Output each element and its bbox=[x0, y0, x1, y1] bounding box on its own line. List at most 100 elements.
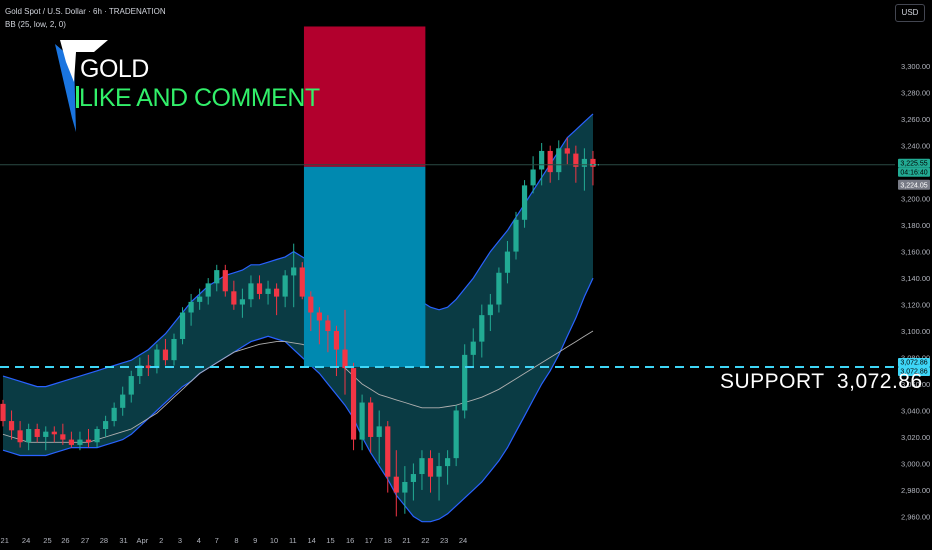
candle-body bbox=[8, 421, 15, 431]
candle bbox=[299, 262, 305, 300]
candle-body bbox=[308, 296, 314, 313]
time-tick-label: 22 bbox=[421, 536, 429, 545]
time-tick-label: 14 bbox=[307, 536, 315, 545]
candle-body bbox=[539, 150, 545, 170]
candle-body bbox=[0, 403, 6, 422]
candle-body bbox=[547, 150, 553, 173]
bb-upper-line bbox=[2, 113, 594, 388]
price-tick-label: 3,180.00 bbox=[901, 221, 930, 230]
time-tick-label: 24 bbox=[22, 536, 30, 545]
price-tick-label: 3,000.00 bbox=[901, 459, 930, 468]
candle-body bbox=[436, 466, 442, 477]
time-tick-label: 7 bbox=[215, 536, 219, 545]
candle-body bbox=[402, 481, 408, 493]
candle-body bbox=[325, 320, 331, 332]
candle-body bbox=[385, 426, 391, 477]
candle-body bbox=[17, 430, 23, 443]
candle bbox=[530, 156, 536, 194]
price-tick-label: 3,140.00 bbox=[901, 274, 930, 283]
price-tick-label: 3,120.00 bbox=[901, 301, 930, 310]
candle-body bbox=[573, 153, 579, 167]
last-price-tag: 3,225.55 bbox=[898, 158, 930, 168]
candle-body bbox=[94, 429, 100, 443]
candle bbox=[256, 275, 263, 300]
candle-body bbox=[427, 458, 434, 477]
time-tick-label: 9 bbox=[253, 536, 257, 545]
candle bbox=[368, 397, 374, 453]
candle bbox=[34, 423, 40, 443]
candle-body bbox=[453, 410, 459, 459]
candle bbox=[496, 267, 502, 313]
candle-body bbox=[445, 458, 451, 467]
currency-button[interactable]: USD bbox=[895, 4, 925, 22]
candle bbox=[265, 280, 271, 305]
candle-body bbox=[350, 368, 357, 440]
candle bbox=[402, 466, 408, 514]
candle bbox=[51, 426, 57, 443]
candle-body bbox=[34, 429, 40, 437]
candle bbox=[385, 421, 391, 493]
price-tick-label: 3,060.00 bbox=[901, 380, 930, 389]
candle-body bbox=[205, 283, 211, 297]
support-tag-a-bg bbox=[898, 357, 930, 367]
candle-body bbox=[410, 474, 416, 482]
time-tick-label: 10 bbox=[270, 536, 278, 545]
time-tick-label: 24 bbox=[459, 536, 467, 545]
target-zone bbox=[303, 26, 426, 167]
support-tag-b: 3,072.86 bbox=[898, 366, 930, 376]
candle-body bbox=[137, 365, 143, 377]
price-axis-panel bbox=[895, 0, 932, 550]
countdown-tag: 04:16:40 bbox=[898, 167, 930, 177]
time-tick-label: 4 bbox=[197, 536, 201, 545]
candle bbox=[197, 288, 203, 310]
candle bbox=[419, 450, 425, 490]
bb-lower-line bbox=[2, 277, 594, 523]
candle-body bbox=[120, 394, 126, 408]
candle bbox=[479, 304, 485, 358]
candle bbox=[111, 402, 117, 427]
candle bbox=[462, 344, 468, 419]
candle-body bbox=[393, 476, 399, 493]
candle-body bbox=[376, 426, 382, 437]
time-axis-panel bbox=[0, 528, 932, 550]
time-tick-label: 17 bbox=[365, 536, 373, 545]
candle-body bbox=[222, 270, 228, 292]
candle bbox=[359, 394, 365, 451]
candle-body bbox=[479, 315, 485, 342]
price-tick-label: 3,040.00 bbox=[901, 406, 930, 415]
logo-word-like-and-comment: LIKE AND COMMENT bbox=[79, 84, 320, 112]
price-tick-label: 3,300.00 bbox=[901, 62, 930, 71]
candle-body bbox=[504, 251, 511, 273]
prev-price-tag: 3,224.05 bbox=[898, 179, 930, 190]
time-tick-label: 25 bbox=[43, 536, 51, 545]
candle-body bbox=[162, 349, 169, 361]
candle bbox=[521, 180, 528, 228]
candle-body bbox=[274, 288, 280, 297]
candle bbox=[85, 429, 92, 448]
candle bbox=[573, 145, 579, 183]
candle-body bbox=[521, 185, 528, 220]
candle bbox=[103, 415, 109, 437]
candle bbox=[214, 264, 220, 292]
candle bbox=[513, 211, 519, 260]
time-tick-label: 3 bbox=[178, 536, 182, 545]
time-tick-label: Apr bbox=[137, 536, 149, 545]
candle bbox=[43, 426, 49, 451]
price-tick-label: 3,160.00 bbox=[901, 248, 930, 257]
candle-body bbox=[154, 349, 160, 369]
price-tick-label: 3,260.00 bbox=[901, 115, 930, 124]
candle-body bbox=[556, 148, 562, 173]
support-tag-b-text: 3,072.86 bbox=[900, 368, 927, 375]
candle-body bbox=[179, 312, 186, 339]
candle-body bbox=[85, 439, 92, 443]
candle bbox=[77, 431, 83, 451]
candle bbox=[162, 338, 169, 366]
candle bbox=[188, 293, 194, 326]
time-tick-label: 31 bbox=[119, 536, 127, 545]
price-tick-label: 3,020.00 bbox=[901, 433, 930, 442]
candle bbox=[453, 405, 459, 467]
logo-mark-white bbox=[60, 40, 108, 82]
indicator-label[interactable]: BB (25, low, 2, 0) bbox=[5, 20, 66, 29]
